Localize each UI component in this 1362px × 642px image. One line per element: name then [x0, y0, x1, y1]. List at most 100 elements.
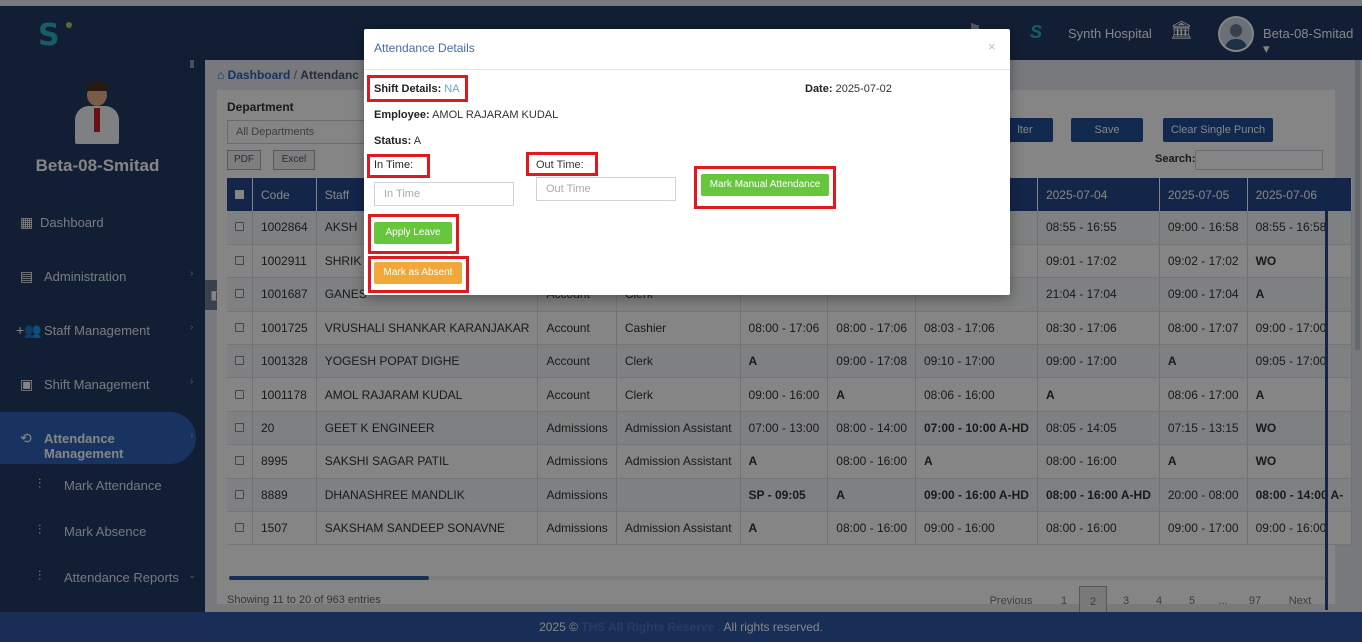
table-cell-d4[interactable]: 09:00 - 17:00: [1037, 344, 1160, 379]
table-cell-d5[interactable]: 09:00 - 17:04: [1159, 277, 1248, 312]
table-cell-d6[interactable]: 09:00 - 16:00: [1247, 511, 1353, 546]
table-cell-d1[interactable]: A: [740, 344, 829, 379]
pagination-page[interactable]: 4: [1155, 595, 1163, 607]
table-cell-d3[interactable]: A: [915, 444, 1038, 479]
table-cell-d1[interactable]: 09:00 - 16:00: [740, 377, 829, 412]
sidebar-subitem-mark-absence[interactable]: ⫶ Mark Absence: [38, 522, 147, 539]
table-cell-d4[interactable]: 08:55 - 16:55: [1037, 211, 1160, 245]
sidebar-item-attendance-management[interactable]: ⟲ Attendance Management ›: [0, 412, 196, 464]
pdf-button[interactable]: PDF: [227, 150, 261, 170]
row-checkbox[interactable]: [227, 277, 253, 312]
table-cell-d4[interactable]: 09:01 - 17:02: [1037, 244, 1160, 279]
table-cell-d5[interactable]: 09:02 - 17:02: [1159, 244, 1248, 279]
table-row[interactable]: 1001178 AMOL RAJARAM KUDAL Account Clerk 09:…: [227, 377, 1353, 412]
table-cell-d5[interactable]: A: [1159, 444, 1248, 479]
pagination-next[interactable]: Next: [1288, 595, 1312, 607]
footer-brand-link[interactable]: THS All Rights Reserve .: [581, 620, 721, 634]
column-header-2025-07-05[interactable]: 2025-07-05: [1159, 178, 1248, 211]
out-time-input[interactable]: Out Time: [536, 177, 676, 201]
apply-leave-button[interactable]: Apply Leave: [374, 222, 452, 244]
table-cell-d1[interactable]: 08:00 - 17:06: [740, 311, 829, 346]
table-cell-d4[interactable]: 08:00 - 16:00: [1037, 444, 1160, 479]
pagination-page[interactable]: 3: [1122, 595, 1130, 607]
row-checkbox[interactable]: [227, 478, 253, 513]
user-avatar[interactable]: [1218, 16, 1254, 52]
table-cell-d6[interactable]: 08:00 - 14:00 A-: [1247, 478, 1353, 513]
mark-manual-attendance-button[interactable]: Mark Manual Attendance: [701, 174, 829, 196]
column-header-code[interactable]: Code: [252, 178, 317, 211]
table-cell-d1[interactable]: A: [740, 511, 829, 546]
save-button[interactable]: Save: [1071, 118, 1143, 142]
pagination-page-current[interactable]: 2: [1079, 586, 1107, 616]
row-checkbox[interactable]: [227, 211, 253, 245]
clear-single-punch-button[interactable]: Clear Single Punch: [1163, 118, 1273, 142]
table-cell-d4[interactable]: A: [1037, 377, 1160, 412]
sidebar-subitem-mark-attendance[interactable]: ⫶ Mark Attendance: [38, 476, 162, 493]
table-cell-d6[interactable]: WO: [1247, 444, 1353, 479]
table-cell-d4[interactable]: 08:00 - 16:00: [1037, 511, 1160, 546]
table-cell-d3[interactable]: 08:03 - 17:06: [915, 311, 1038, 346]
table-cell-d4[interactable]: 21:04 - 17:04: [1037, 277, 1160, 312]
row-checkbox[interactable]: [227, 311, 253, 346]
sidebar-item-administration[interactable]: ▤ Administration ›: [20, 268, 194, 284]
table-cell-d6[interactable]: 08:55 - 16:58: [1247, 211, 1353, 245]
row-checkbox[interactable]: [227, 444, 253, 479]
table-cell-d3[interactable]: 09:00 - 16:00: [915, 511, 1038, 546]
table-cell-d2[interactable]: 08:00 - 14:00: [827, 411, 916, 446]
pagination-page[interactable]: 97: [1248, 595, 1262, 607]
row-checkbox[interactable]: [227, 244, 253, 279]
table-cell-d2[interactable]: A: [827, 377, 916, 412]
sidebar-item-dashboard[interactable]: ▦ Dashboard: [20, 214, 104, 230]
table-cell-d3[interactable]: 08:06 - 16:00: [915, 377, 1038, 412]
table-row[interactable]: 20 GEET K ENGINEER Admissions Admission Ass…: [227, 411, 1353, 446]
table-cell-d3[interactable]: 07:00 - 10:00 A-HD: [915, 411, 1038, 446]
table-cell-d6[interactable]: 09:05 - 17:00: [1247, 344, 1353, 379]
table-cell-d2[interactable]: A: [827, 478, 916, 513]
table-cell-d1[interactable]: A: [740, 444, 829, 479]
table-cell-d5[interactable]: 07:15 - 13:15: [1159, 411, 1248, 446]
user-menu[interactable]: Beta-08-Smitad ▾: [1263, 26, 1354, 56]
table-cell-d4[interactable]: 08:00 - 16:00 A-HD: [1037, 478, 1160, 513]
breadcrumb-home[interactable]: ⌂ Dashboard: [217, 68, 291, 82]
row-checkbox[interactable]: [227, 344, 253, 379]
table-row[interactable]: 1507 SAKSHAM SANDEEP SONAVNE Admissions Adm…: [227, 511, 1353, 546]
sidebar-grip[interactable]: [190, 60, 194, 68]
sidebar-item-shift-management[interactable]: ▣ Shift Management ›: [20, 376, 194, 392]
pagination-page[interactable]: 1: [1060, 595, 1068, 607]
institution-icon[interactable]: 🏛: [1170, 20, 1193, 40]
app-logo[interactable]: S: [38, 18, 72, 53]
table-cell-d6[interactable]: 09:00 - 17:00: [1247, 311, 1353, 346]
table-cell-d5[interactable]: 08:06 - 17:00: [1159, 377, 1248, 412]
table-row[interactable]: 1001328 YOGESH POPAT DIGHE Account Clerk A 09…: [227, 344, 1353, 379]
table-vertical-scrollbar[interactable]: [1325, 198, 1328, 610]
table-cell-d5[interactable]: 20:00 - 08:00: [1159, 478, 1248, 513]
table-cell-d5[interactable]: 09:00 - 17:00: [1159, 511, 1248, 546]
table-row[interactable]: 1001725 VRUSHALI SHANKAR KARANJAKAR Accoun…: [227, 311, 1353, 346]
table-row[interactable]: 8995 SAKSHI SAGAR PATIL Admissions Admissio…: [227, 444, 1353, 479]
table-row[interactable]: 8889 DHANASHREE MANDLIK Admissions SP - 09:…: [227, 478, 1353, 513]
table-cell-d2[interactable]: 08:00 - 16:00: [827, 511, 916, 546]
table-cell-d1[interactable]: SP - 09:05: [740, 478, 829, 513]
table-horizontal-scrollbar[interactable]: [229, 576, 1325, 580]
table-cell-d3[interactable]: 09:00 - 16:00 A-HD: [915, 478, 1038, 513]
table-cell-d5[interactable]: A: [1159, 344, 1248, 379]
table-cell-d4[interactable]: 08:05 - 14:05: [1037, 411, 1160, 446]
table-cell-d6[interactable]: A: [1247, 277, 1353, 312]
table-cell-d6[interactable]: A: [1247, 377, 1353, 412]
search-input[interactable]: [1195, 150, 1323, 170]
table-cell-d4[interactable]: 08:30 - 17:06: [1037, 311, 1160, 346]
row-checkbox[interactable]: [227, 377, 253, 412]
table-cell-d5[interactable]: 08:00 - 17:07: [1159, 311, 1248, 346]
pagination-previous[interactable]: Previous: [989, 595, 1033, 607]
table-cell-d5[interactable]: 09:00 - 16:58: [1159, 211, 1248, 245]
table-cell-d2[interactable]: 08:00 - 16:00: [827, 444, 916, 479]
sidebar-item-staff-management[interactable]: +👥 Staff Management ›: [16, 322, 194, 338]
close-icon[interactable]: ×: [988, 39, 996, 54]
table-cell-d2[interactable]: 08:00 - 17:06: [827, 311, 916, 346]
table-cell-d3[interactable]: 09:10 - 17:00: [915, 344, 1038, 379]
row-checkbox[interactable]: [227, 411, 253, 446]
excel-button[interactable]: Excel: [273, 150, 315, 170]
pagination-page[interactable]: 5: [1188, 595, 1196, 607]
table-cell-d6[interactable]: WO: [1247, 411, 1353, 446]
table-cell-d6[interactable]: WO: [1247, 244, 1353, 279]
